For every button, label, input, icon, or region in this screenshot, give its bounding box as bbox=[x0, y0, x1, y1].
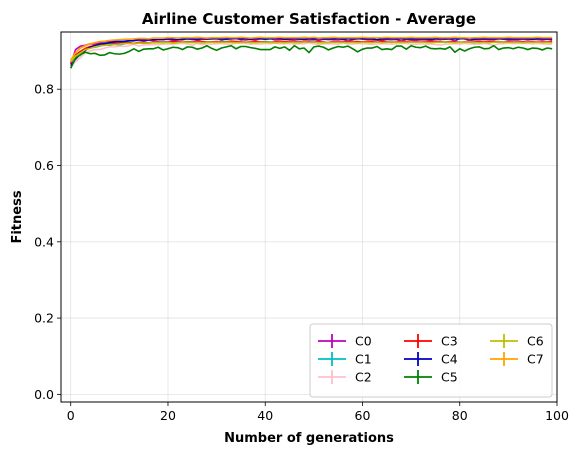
legend-label: C7 bbox=[527, 352, 544, 367]
grid-lines bbox=[61, 32, 558, 402]
y-tick-label: 0.0 bbox=[34, 387, 54, 402]
legend-entry-c5: C5 bbox=[404, 370, 458, 385]
series-line-c6 bbox=[70, 41, 553, 63]
chart-title: Airline Customer Satisfaction - Average bbox=[142, 10, 476, 28]
y-tick-label: 0.4 bbox=[34, 234, 54, 249]
series-line-c4 bbox=[70, 37, 553, 67]
legend-entry-c6: C6 bbox=[490, 334, 544, 349]
legend-label: C0 bbox=[355, 334, 372, 349]
x-tick-label: 40 bbox=[257, 408, 273, 423]
legend-label: C5 bbox=[441, 370, 458, 385]
x-tick-label: 0 bbox=[67, 408, 75, 423]
legend-entry-c3: C3 bbox=[404, 334, 458, 349]
legend-box bbox=[309, 323, 553, 398]
x-tick-label: 60 bbox=[355, 408, 371, 423]
legend: C0 C1 C2 C3 C4 C5 C6 C7 bbox=[309, 323, 553, 398]
x-tick-label: 20 bbox=[160, 408, 176, 423]
y-tick-label: 0.8 bbox=[34, 82, 54, 97]
legend-entry-c2: C2 bbox=[318, 370, 372, 385]
x-tick-label: 80 bbox=[452, 408, 468, 423]
series-line-c7 bbox=[70, 36, 553, 61]
series-line-c2 bbox=[70, 41, 553, 67]
axis-ticks: 0 20 40 60 80 100 0.0 0.2 0.4 0.6 0.8 bbox=[34, 82, 569, 423]
legend-label: C1 bbox=[355, 352, 372, 367]
legend-label: C6 bbox=[527, 334, 544, 349]
legend-entry-c0: C0 bbox=[318, 334, 372, 349]
y-tick-label: 0.6 bbox=[34, 158, 54, 173]
x-tick-label: 100 bbox=[545, 408, 569, 423]
legend-label: C4 bbox=[441, 352, 458, 367]
x-axis-label: Number of generations bbox=[224, 431, 394, 446]
legend-label: C3 bbox=[441, 334, 458, 349]
legend-entry-c4: C4 bbox=[404, 352, 458, 367]
y-tick-label: 0.2 bbox=[34, 311, 54, 326]
plot-area bbox=[60, 31, 558, 403]
legend-entry-c1: C1 bbox=[318, 352, 372, 367]
legend-entry-c7: C7 bbox=[490, 352, 544, 367]
legend-label: C2 bbox=[355, 370, 372, 385]
series-line-c5 bbox=[70, 44, 553, 69]
series-lines bbox=[69, 36, 553, 69]
y-axis-label: Fitness bbox=[10, 190, 25, 243]
